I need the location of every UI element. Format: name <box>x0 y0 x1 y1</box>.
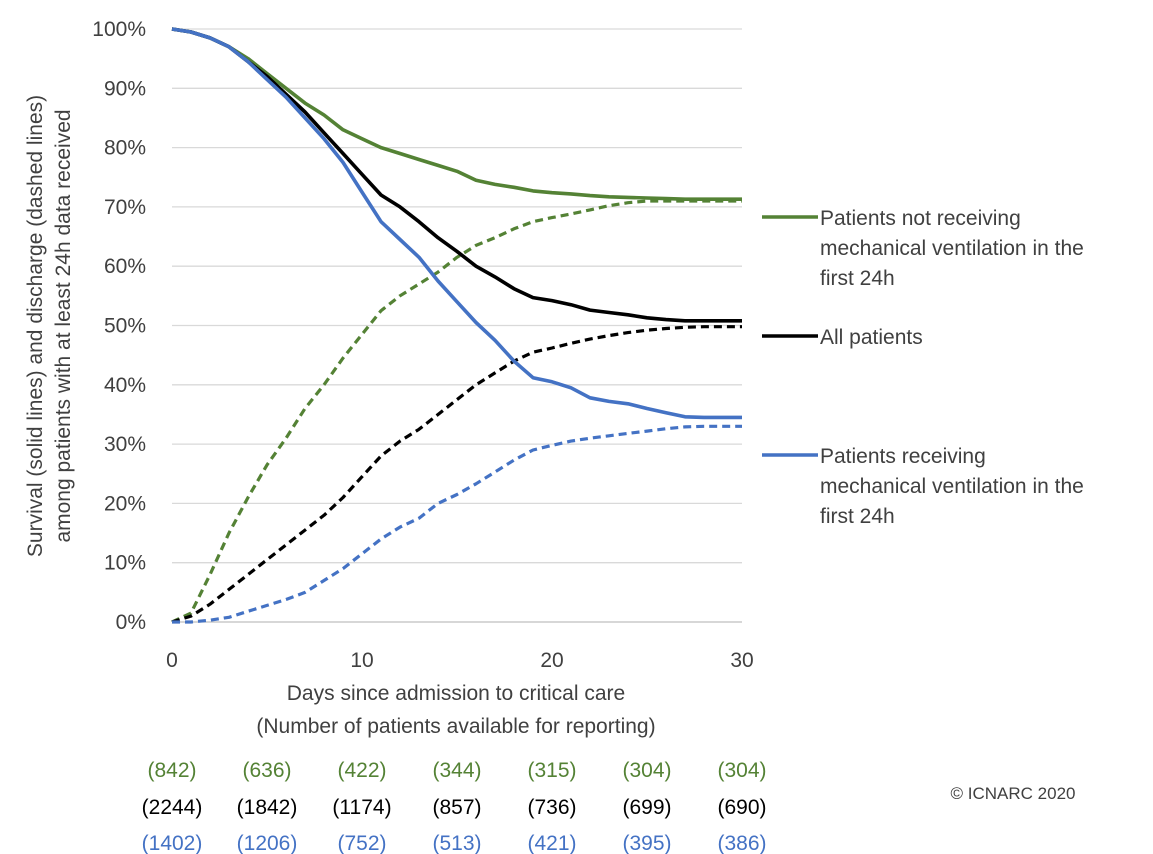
y-tick-label: 100% <box>92 18 146 41</box>
y-tick-label: 80% <box>104 137 146 160</box>
y-tick-label: 50% <box>104 315 146 338</box>
x-tick-label: 10 <box>350 649 373 672</box>
patient-count-cell: (636) <box>242 759 291 782</box>
series-0-discharge-line <box>171 199 742 624</box>
patient-count-cell: (422) <box>337 759 386 782</box>
patient-count-cell: (315) <box>527 759 576 782</box>
series-1-survival-line <box>171 27 742 323</box>
patient-count-cell: (1842) <box>237 796 298 819</box>
patient-count-cell: (304) <box>717 759 766 782</box>
y-axis-title-line1: Survival (solid lines) and discharge (da… <box>24 95 47 557</box>
patient-count-cell: (1206) <box>237 832 298 854</box>
legend-label-0-line-1: mechanical ventilation in the <box>820 237 1084 260</box>
x-tick-label: 20 <box>540 649 563 672</box>
y-tick-label: 30% <box>104 433 146 456</box>
patient-count-cell: (386) <box>717 832 766 854</box>
legend-label-2-line-1: mechanical ventilation in the <box>820 475 1084 498</box>
patient-count-cell: (736) <box>527 796 576 819</box>
patient-count-cell: (842) <box>147 759 196 782</box>
series-lines <box>171 27 742 624</box>
patient-count-cell: (699) <box>622 796 671 819</box>
legend-label-2-line-0: Patients receiving <box>820 445 986 468</box>
y-tick-label: 90% <box>104 77 146 100</box>
patient-count-cell: (1174) <box>332 796 391 819</box>
patient-count-cell: (421) <box>527 832 576 854</box>
series-1-discharge-line <box>171 325 742 624</box>
legend-label-0-line-0: Patients not receiving <box>820 207 1021 230</box>
x-tick-label: 0 <box>166 649 178 672</box>
x-axis-subtitle: (Number of patients available for report… <box>256 715 655 738</box>
y-axis-ticks: 0% 10% 20% 30% 40% 50% 60% 70% 80% 90% 100% <box>92 18 146 634</box>
gridlines <box>172 28 742 623</box>
patient-count-cell: (2244) <box>142 796 203 819</box>
patient-count-cell: (513) <box>432 832 481 854</box>
legend-label-1-line-0: All patients <box>820 326 923 349</box>
series-2-discharge-line <box>172 424 742 624</box>
patient-count-cell: (395) <box>622 832 671 854</box>
legend-label-0-line-2: first 24h <box>820 267 895 290</box>
y-axis-title-line2: among patients with at least 24h data re… <box>52 109 75 542</box>
x-axis-ticks: 0 10 20 30 <box>166 649 754 672</box>
patient-count-cell: (344) <box>432 759 481 782</box>
y-tick-label: 40% <box>104 374 146 397</box>
x-axis-title: Days since admission to critical care <box>287 682 625 705</box>
legend: Patients not receiving mechanical ventila… <box>762 207 1084 528</box>
y-tick-label: 10% <box>104 552 146 575</box>
x-tick-label: 30 <box>730 649 753 672</box>
y-tick-label: 60% <box>104 255 146 278</box>
y-tick-label: 70% <box>104 196 146 219</box>
copyright-text: © ICNARC 2020 <box>951 784 1076 803</box>
series-0-survival-line <box>171 27 742 201</box>
patient-count-cell: (752) <box>337 832 386 854</box>
patient-count-cell: (304) <box>622 759 671 782</box>
patient-counts-table: (842) (636) (422) (344) (315) (304) (304) (2244… <box>142 759 767 854</box>
y-tick-label: 20% <box>104 492 146 515</box>
legend-label-2-line-2: first 24h <box>820 505 895 528</box>
y-tick-label: 0% <box>116 611 146 634</box>
series-2-survival-line <box>171 27 742 420</box>
patient-count-cell: (857) <box>432 796 481 819</box>
patient-count-cell: (1402) <box>142 832 203 854</box>
patient-count-cell: (690) <box>717 796 766 819</box>
